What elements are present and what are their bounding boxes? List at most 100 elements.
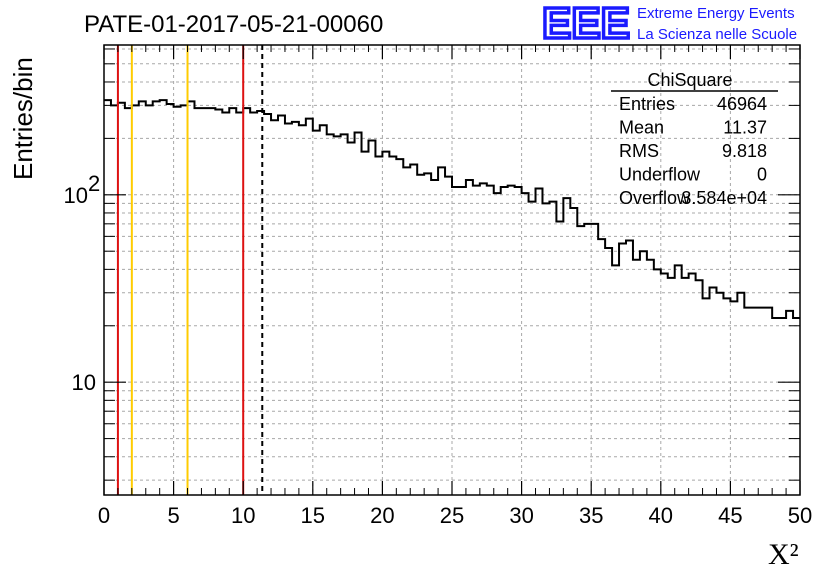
histogram-bin	[640, 250, 647, 252]
histogram-bin	[793, 317, 800, 319]
histogram-bin	[737, 292, 744, 294]
histogram-bin	[772, 317, 779, 319]
x-tick-label: 40	[649, 503, 673, 528]
histogram-bin	[396, 158, 403, 160]
histogram-bin	[605, 247, 612, 249]
histogram-bin	[118, 102, 125, 104]
stats-row-label: Mean	[619, 118, 664, 138]
x-tick-label: 50	[788, 503, 812, 528]
histogram-bin	[285, 123, 292, 125]
histogram-bin	[292, 121, 299, 123]
histogram-bin	[591, 223, 598, 225]
y-axis-label: Entries/bin	[8, 57, 38, 180]
histogram-bin	[208, 107, 215, 109]
histogram-bin	[188, 100, 195, 102]
histogram-bin	[751, 307, 758, 309]
histogram-bin	[459, 186, 466, 188]
stats-row-value: 9.818	[722, 141, 767, 161]
histogram-bin	[125, 107, 132, 109]
stats-row-label: Overflow	[619, 188, 691, 208]
histogram-bin	[703, 297, 710, 299]
x-tick-label: 20	[370, 503, 394, 528]
histogram-bin	[480, 182, 487, 184]
logo-line-2: La Scienza nelle Scuole	[637, 26, 797, 43]
histogram-bin	[487, 185, 494, 187]
histogram-bin	[229, 107, 236, 109]
histogram-bin	[313, 130, 320, 132]
histogram-bin	[522, 192, 529, 194]
histogram-bin	[716, 292, 723, 294]
histogram-bin	[222, 111, 229, 113]
stats-box: ChiSquare Entries 46964 Mean 11.37 RMS 9.818 U…	[611, 70, 778, 208]
histogram-bin	[626, 240, 633, 242]
histogram-bin	[494, 192, 501, 194]
histogram-bin	[570, 207, 577, 209]
histogram-bin	[529, 201, 536, 203]
x-axis-label: X²	[768, 538, 799, 571]
histogram-layer	[104, 99, 800, 320]
logo-line-1: Extreme Energy Events	[637, 5, 795, 22]
histogram-bin	[236, 111, 243, 113]
x-tick-label: 35	[579, 503, 603, 528]
eee-logo: EEE Extreme Energy Events La Scienza nel…	[540, 0, 797, 50]
histogram-bin	[153, 100, 160, 102]
histogram-bin	[278, 114, 285, 116]
histogram-bin	[201, 107, 208, 109]
histogram-bin	[577, 225, 584, 227]
histogram-bin	[417, 174, 424, 176]
histogram-bin	[744, 307, 751, 309]
x-tick-label: 15	[301, 503, 325, 528]
chart-title: PATE-01-2017-05-21-00060	[84, 11, 383, 38]
stats-row-value: 3.584e+04	[681, 188, 767, 208]
histogram-bin	[375, 156, 382, 158]
histogram-bin	[598, 238, 605, 240]
histogram-bin	[536, 188, 543, 190]
histogram-bin	[466, 179, 473, 181]
histogram-bin	[668, 277, 675, 279]
histogram-bin	[382, 151, 389, 153]
histogram-bin	[689, 273, 696, 275]
histogram-bin	[584, 223, 591, 225]
stats-row-label: Underflow	[619, 165, 701, 185]
x-tick-label: 45	[718, 503, 742, 528]
histogram-bin	[431, 179, 438, 181]
x-tick-label: 0	[98, 503, 110, 528]
histogram-bin	[271, 119, 278, 121]
histogram-bin	[710, 287, 717, 289]
histogram-bin	[403, 166, 410, 168]
histogram-bin	[501, 186, 508, 188]
y-tick-label: 10	[64, 183, 88, 208]
histogram-bin	[438, 166, 445, 168]
histogram-bin	[723, 297, 730, 299]
histogram-bin	[424, 172, 431, 174]
stats-row-value: 0	[757, 165, 767, 185]
histogram-bin	[563, 197, 570, 199]
y-tick-label: 10	[72, 370, 96, 395]
histogram-bin	[194, 107, 201, 109]
x-tick-label: 25	[440, 503, 464, 528]
histogram-bin	[549, 201, 556, 203]
histogram-bin	[515, 186, 522, 188]
histogram-bin	[661, 273, 668, 275]
histogram-bin	[633, 259, 640, 261]
histogram-bin	[334, 135, 341, 137]
histogram-bin	[389, 156, 396, 158]
stats-row-value: 11.37	[723, 118, 767, 138]
histogram-bin	[320, 124, 327, 126]
stats-title: ChiSquare	[647, 70, 732, 90]
histogram-bin	[368, 139, 375, 141]
histogram-bin	[758, 307, 765, 309]
histogram-bin	[355, 131, 362, 133]
histogram-bin	[542, 202, 549, 204]
histogram-bin	[299, 124, 306, 126]
histogram-bin	[647, 259, 654, 261]
histogram-bin	[612, 264, 619, 266]
histogram-bin	[146, 104, 153, 106]
histogram-bin	[696, 279, 703, 281]
stats-row-value: 46964	[717, 94, 767, 114]
histogram-bin	[675, 264, 682, 266]
histogram-bin	[556, 221, 563, 223]
histogram-bin	[730, 300, 737, 302]
histogram-bin	[410, 164, 417, 166]
y-tick-exponent: 2	[88, 171, 100, 196]
